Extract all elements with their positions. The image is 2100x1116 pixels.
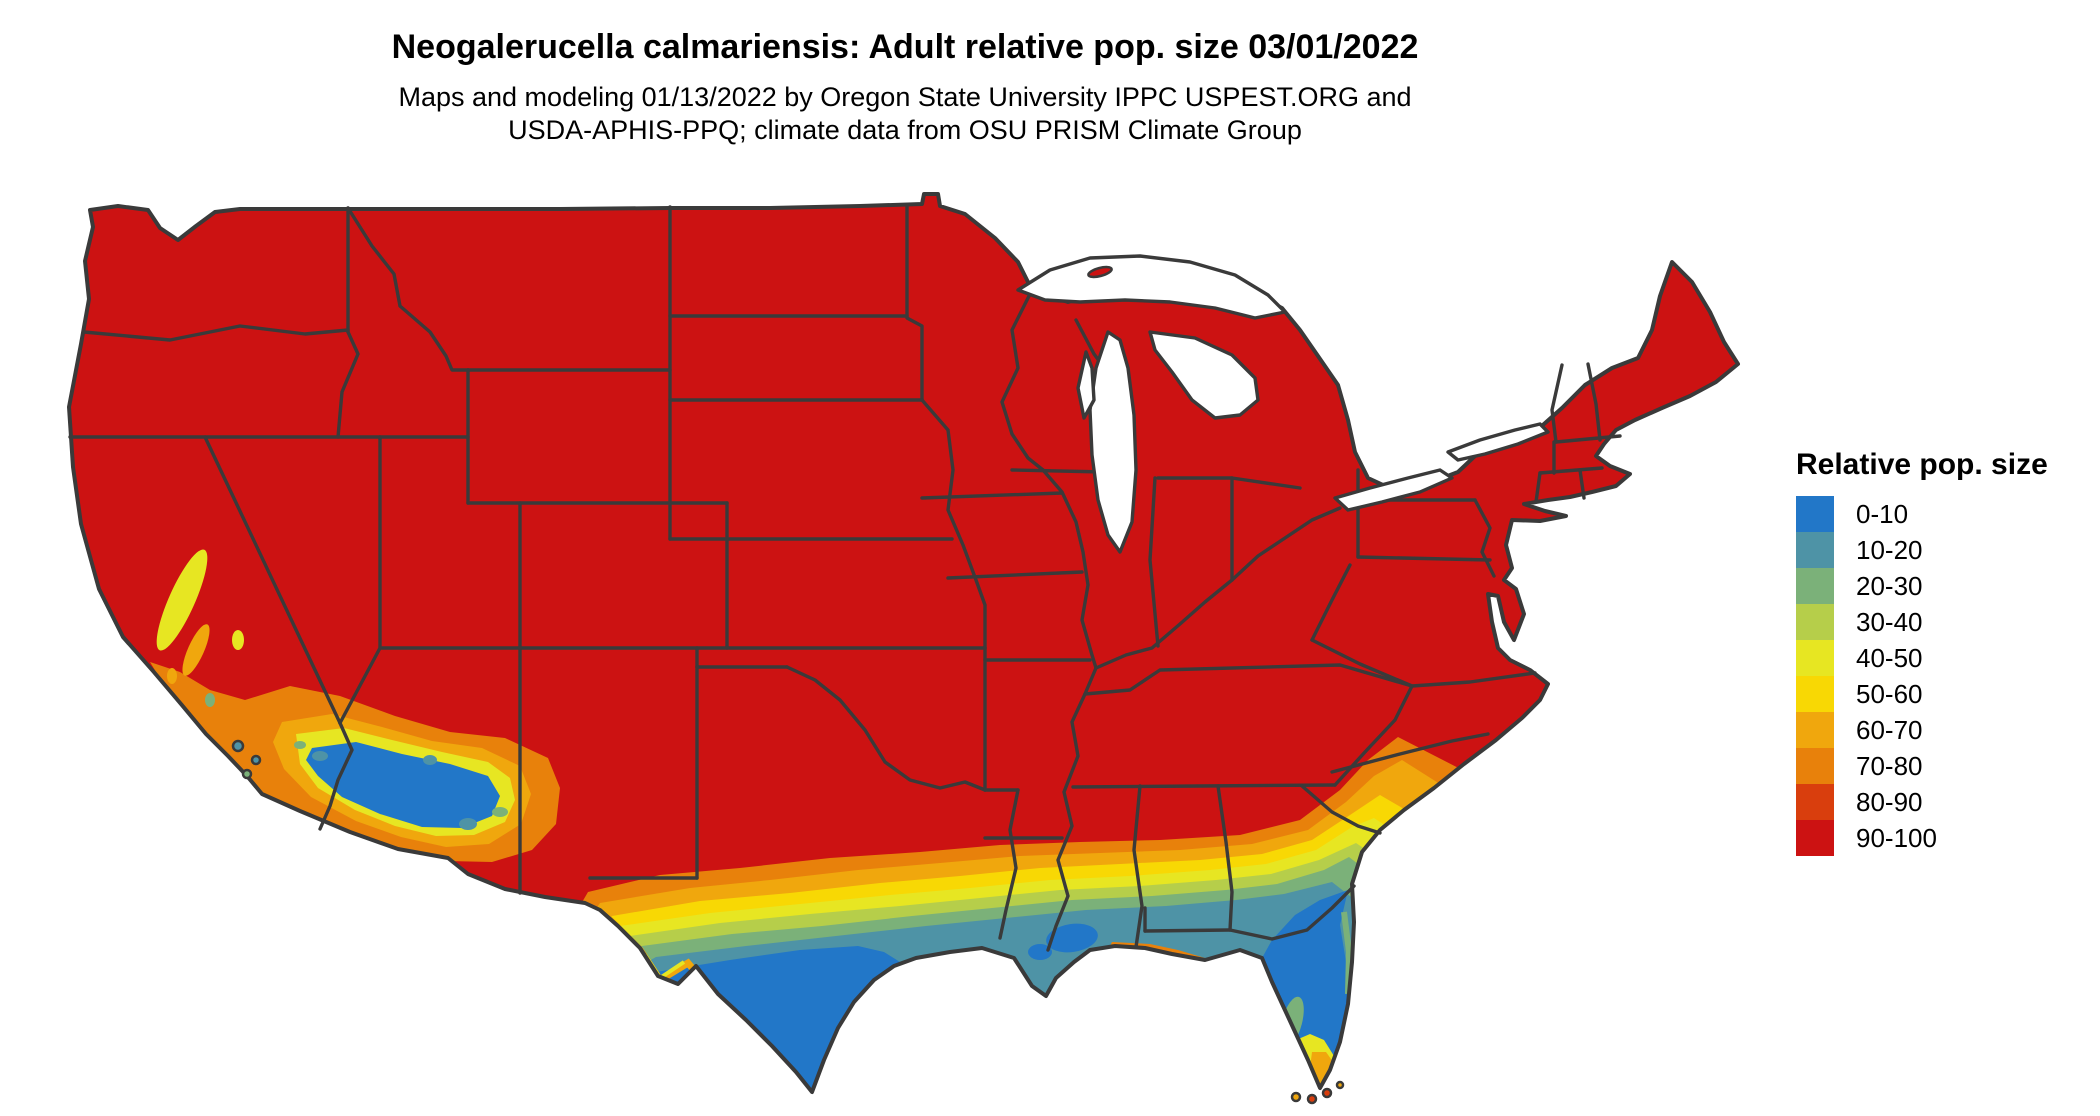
legend-label: 40-50	[1856, 642, 1923, 673]
map-svg	[67, 192, 1740, 1105]
legend-item: 20-30	[1796, 568, 2048, 604]
legend-label: 50-60	[1856, 678, 1923, 709]
legend-label: 20-30	[1856, 570, 1923, 601]
lake-huron	[1148, 330, 1260, 420]
lake-superior	[1016, 254, 1287, 320]
figure-subtitle-line1: Maps and modeling 01/13/2022 by Oregon S…	[398, 82, 1412, 112]
figure-header: Neogalerucella calmariensis: Adult relat…	[0, 0, 1810, 147]
legend-swatch	[1796, 748, 1834, 784]
legend-label: 60-70	[1856, 714, 1923, 745]
channel-islands	[231, 739, 262, 780]
legend-item: 70-80	[1796, 748, 2048, 784]
legend-label: 30-40	[1856, 606, 1923, 637]
legend-item: 40-50	[1796, 640, 2048, 676]
figure-subtitle: Maps and modeling 01/13/2022 by Oregon S…	[0, 81, 1810, 147]
legend-item: 90-100	[1796, 820, 2048, 856]
legend-item: 10-20	[1796, 532, 2048, 568]
legend-swatch	[1796, 532, 1834, 568]
us-risk-map	[40, 145, 1750, 1110]
green-bay	[1076, 350, 1096, 420]
legend-item: 30-40	[1796, 604, 2048, 640]
lake-erie	[1333, 468, 1454, 512]
legend-swatch	[1796, 820, 1834, 856]
legend: Relative pop. size 0-10 10-20 20-30 30-40 40…	[1796, 448, 2048, 856]
legend-swatch	[1796, 640, 1834, 676]
legend-title: Relative pop. size	[1796, 448, 2048, 481]
legend-label: 0-10	[1856, 498, 1909, 529]
isle-royale	[1087, 265, 1113, 279]
legend-label: 10-20	[1856, 534, 1923, 565]
legend-swatch	[1796, 604, 1834, 640]
legend-swatch	[1796, 784, 1834, 820]
legend-swatch	[1796, 568, 1834, 604]
lake-ontario	[1446, 422, 1550, 462]
legend-swatch	[1796, 676, 1834, 712]
state-borders	[68, 205, 1622, 952]
legend-label: 80-90	[1856, 786, 1923, 817]
legend-item: 50-60	[1796, 676, 2048, 712]
legend-item: 0-10	[1796, 496, 2048, 532]
legend-label: 70-80	[1856, 750, 1923, 781]
figure-title: Neogalerucella calmariensis: Adult relat…	[391, 28, 1419, 66]
legend-item: 60-70	[1796, 712, 2048, 748]
legend-swatch	[1796, 712, 1834, 748]
legend-swatch	[1796, 496, 1834, 532]
legend-item: 80-90	[1796, 784, 2048, 820]
figure-subtitle-line2: USDA-APHIS-PPQ; climate data from OSU PR…	[508, 115, 1302, 145]
legend-rows: 0-10 10-20 20-30 30-40 40-50 50-60 60-70 70-80 8…	[1796, 496, 2048, 856]
great-lakes	[1016, 254, 1550, 554]
legend-label: 90-100	[1856, 822, 1937, 853]
florida-keys	[1290, 1080, 1345, 1105]
